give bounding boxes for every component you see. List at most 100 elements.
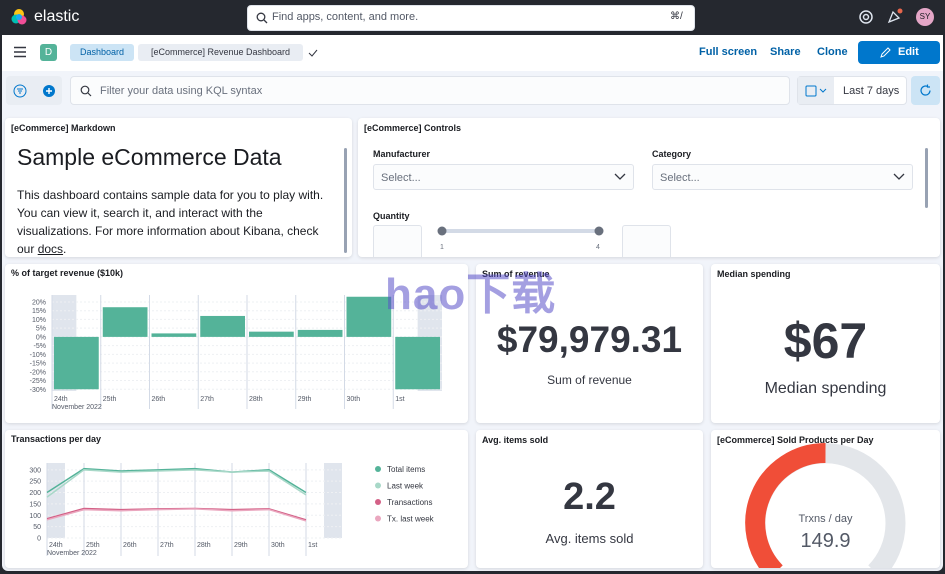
edit-label: Edit	[898, 46, 919, 58]
global-search[interactable]: Find apps, content, and more. ⌘/	[247, 5, 695, 31]
category-select[interactable]: Select...	[652, 164, 913, 190]
metric-value: $79,979.31	[476, 319, 703, 361]
y-tick-label: 100	[29, 513, 41, 520]
help-icon[interactable]	[858, 9, 874, 25]
menu-icon[interactable]	[13, 46, 27, 58]
scrollbar[interactable]	[925, 148, 928, 208]
metric-label: Avg. items sold	[476, 531, 703, 546]
legend-label: Tx. last week	[387, 515, 435, 524]
panel-title: [eCommerce] Markdown	[11, 123, 116, 133]
legend-label: Transactions	[387, 498, 433, 507]
legend-label: Total items	[387, 465, 425, 474]
x-tick-label: 28th	[249, 396, 263, 403]
x-tick-label: 30th	[271, 542, 285, 549]
quantity-max-input[interactable]	[622, 225, 671, 257]
time-picker[interactable]: Last 7 days	[797, 76, 907, 105]
select-placeholder: Select...	[381, 172, 421, 184]
quantity-slider[interactable]	[434, 222, 609, 257]
logo-icon	[10, 8, 28, 26]
pencil-icon	[880, 47, 891, 58]
search-shortcut: ⌘/	[670, 11, 683, 22]
scrollbar[interactable]	[344, 148, 347, 253]
panel-title: % of target revenue ($10k)	[11, 268, 123, 278]
legend-swatch	[375, 516, 381, 522]
y-tick-label: 300	[29, 467, 41, 474]
query-placeholder: Filter your data using KQL syntax	[100, 85, 262, 97]
filter-icon[interactable]	[13, 84, 27, 98]
share-link[interactable]: Share	[770, 46, 801, 58]
metric-label: Sum of revenue	[476, 373, 703, 387]
y-tick-label: 200	[29, 490, 41, 497]
gauge-value: 149.9	[711, 530, 940, 553]
filter-buttons[interactable]	[6, 76, 62, 105]
docs-link[interactable]: docs	[38, 242, 63, 256]
refresh-button[interactable]	[911, 76, 940, 105]
header: elastic Find apps, content, and more. ⌘/…	[0, 0, 945, 35]
search-icon	[256, 12, 268, 24]
bar	[103, 307, 148, 337]
markdown-panel: [eCommerce] Markdown Sample eCommerce Da…	[5, 118, 352, 257]
x-tick-label: 29th	[298, 396, 312, 403]
gauge-panel: [eCommerce] Sold Products per Day Trxns …	[711, 430, 940, 568]
x-axis-sublabel: November 2022	[52, 404, 102, 411]
select-placeholder: Select...	[660, 172, 700, 184]
edit-button[interactable]: Edit	[858, 41, 940, 64]
add-filter-icon[interactable]	[42, 84, 56, 98]
x-axis-sublabel: November 2022	[47, 550, 97, 557]
logo-text: elastic	[34, 8, 79, 26]
gauge-label: Trxns / day	[711, 513, 940, 525]
breadcrumb[interactable]: Dashboard	[70, 44, 134, 61]
x-tick-label: 28th	[197, 542, 211, 549]
y-tick-label: -20%	[30, 369, 46, 376]
full-screen-link[interactable]: Full screen	[699, 46, 757, 58]
top-nav: D Dashboard [eCommerce] Revenue Dashboar…	[2, 35, 943, 72]
breadcrumb: [eCommerce] Revenue Dashboard	[138, 44, 303, 61]
query-input[interactable]: Filter your data using KQL syntax	[70, 76, 790, 105]
y-tick-label: 10%	[32, 317, 46, 324]
y-tick-label: -30%	[30, 387, 46, 394]
quantity-min-input[interactable]	[373, 225, 422, 257]
legend-swatch	[375, 466, 381, 472]
avatar[interactable]: SY	[916, 8, 934, 26]
calendar-icon	[805, 85, 829, 97]
control-label: Manufacturer	[373, 149, 430, 159]
bar	[54, 337, 99, 389]
x-tick-label: 25th	[86, 542, 100, 549]
y-tick-label: -5%	[34, 343, 46, 350]
y-tick-label: -25%	[30, 378, 46, 385]
x-tick-label: 26th	[152, 396, 166, 403]
panel-title: Median spending	[717, 269, 791, 279]
controls-panel: [eCommerce] Controls Manufacturer Select…	[358, 118, 940, 257]
markdown-heading: Sample eCommerce Data	[17, 144, 282, 171]
metric-panel: Avg. items sold 2.2 Avg. items sold	[476, 430, 703, 568]
slider-min-label: 1	[440, 244, 444, 251]
panel-title: Transactions per day	[11, 434, 101, 444]
search-placeholder: Find apps, content, and more.	[272, 11, 418, 23]
y-tick-label: -15%	[30, 361, 46, 368]
metric-panel: Median spending $67 Median spending	[711, 264, 940, 423]
space-badge[interactable]: D	[40, 44, 57, 61]
control-label: Quantity	[373, 211, 410, 221]
panel-title: Avg. items sold	[482, 435, 548, 445]
x-tick-label: 26th	[123, 542, 137, 549]
metric-label: Median spending	[711, 380, 940, 398]
chevron	[614, 173, 626, 181]
legend-swatch	[375, 483, 381, 489]
control-label: Category	[652, 149, 691, 159]
bar	[249, 332, 294, 337]
panel-title: [eCommerce] Controls	[364, 123, 461, 133]
y-tick-label: 5%	[36, 326, 46, 333]
edit-title-icon[interactable]	[307, 48, 319, 58]
clone-link[interactable]: Clone	[817, 46, 848, 58]
x-tick-label: 29th	[234, 542, 248, 549]
x-tick-label: 25th	[103, 396, 117, 403]
news-icon[interactable]	[886, 7, 904, 25]
y-tick-label: 15%	[32, 308, 46, 315]
line-chart-panel: Transactions per day 0501001502002503002…	[5, 430, 468, 568]
x-tick-label: 24th	[49, 542, 63, 549]
x-tick-label: 1st	[308, 542, 317, 549]
y-tick-label: 20%	[32, 299, 46, 306]
manufacturer-select[interactable]: Select...	[373, 164, 634, 190]
x-tick-label: 24th	[54, 396, 68, 403]
